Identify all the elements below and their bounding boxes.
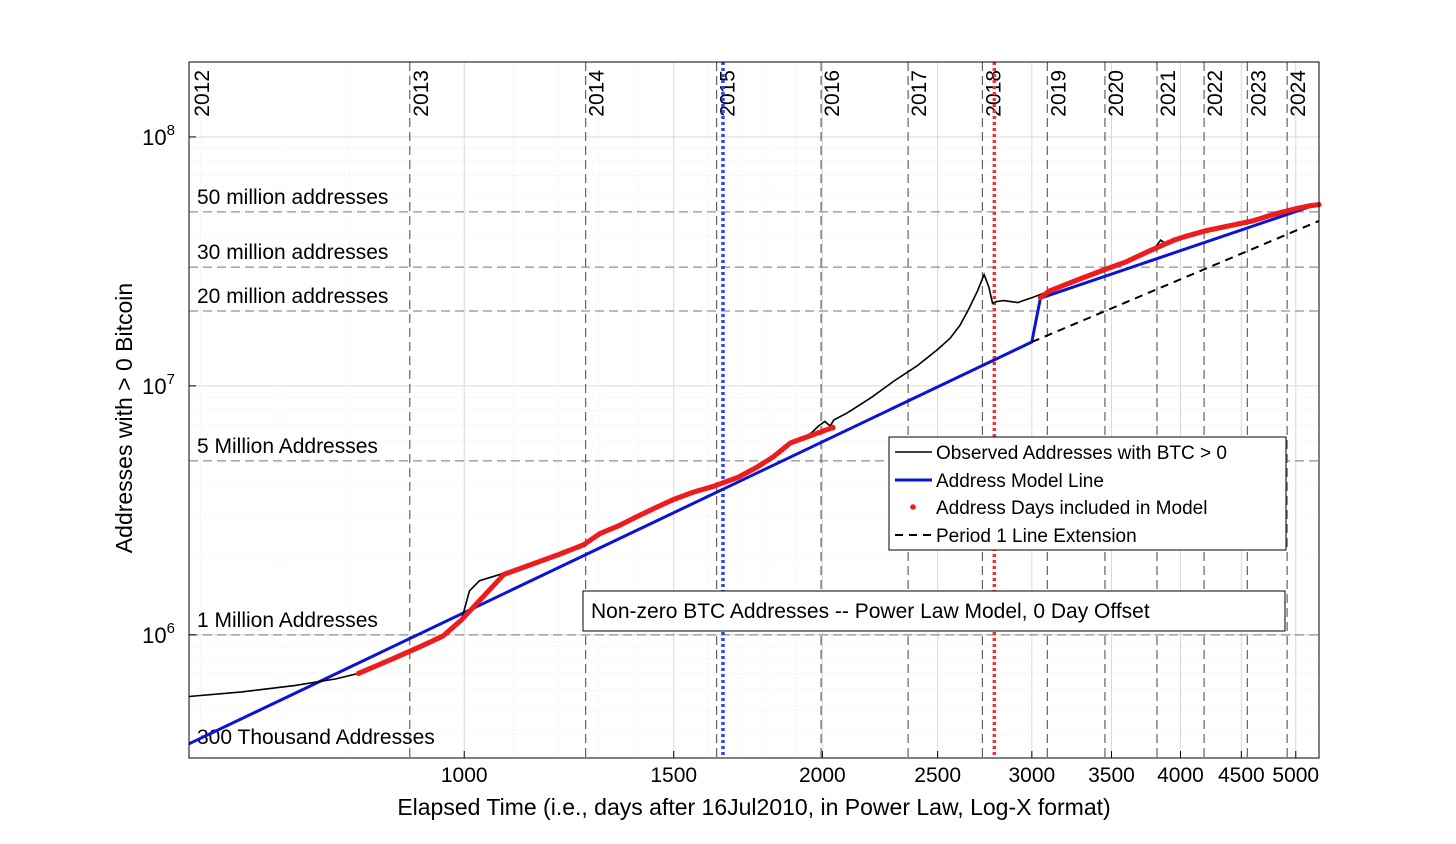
year-label: 2016 (821, 70, 844, 117)
level-label: 1 Million Addresses (197, 609, 378, 632)
model-dot (829, 424, 836, 431)
year-label: 2019 (1047, 70, 1070, 117)
level-label: 30 million addresses (197, 241, 388, 264)
year-label: 2013 (410, 70, 433, 117)
x-tick-label: 1500 (650, 764, 697, 787)
level-label: 300 Thousand Addresses (197, 726, 435, 749)
year-label: 2012 (191, 70, 214, 117)
level-label: 5 Million Addresses (197, 435, 378, 458)
x-tick-label: 4000 (1157, 764, 1204, 787)
series-line (1031, 219, 1320, 343)
legend-label: Address Days included in Model (936, 498, 1207, 519)
x-tick-label: 3000 (1008, 764, 1055, 787)
annotation: Non-zero BTC Addresses -- Power Law Mode… (582, 590, 1286, 632)
y-axis-label: Addresses with > 0 Bitcoin (111, 283, 137, 553)
x-axis-label: Elapsed Time (i.e., days after 16Jul2010… (397, 794, 1110, 820)
series-line (188, 202, 1320, 746)
grid (189, 61, 1319, 758)
y-tick-label: 106 (142, 620, 175, 648)
y-tick-label: 107 (142, 371, 175, 399)
legend-swatch (910, 504, 916, 510)
annotation-text: Non-zero BTC Addresses -- Power Law Mode… (591, 600, 1150, 623)
level-label: 50 million addresses (197, 186, 388, 209)
year-label: 2015 (717, 70, 740, 117)
year-label: 2024 (1287, 70, 1310, 117)
x-tick-label: 1000 (441, 764, 488, 787)
year-markers: 2012201320142015201620172018201920202021… (191, 62, 1310, 758)
axis-ticks: 1000 1500 2000 2500 3000 3500 4000 4500 5000 106 1… (142, 122, 1319, 787)
legend-box (888, 436, 1287, 551)
x-tick-label: 2000 (799, 764, 846, 787)
legend-label: Period 1 Line Extension (936, 526, 1137, 547)
series (188, 201, 1322, 746)
year-label: 2022 (1204, 70, 1227, 117)
year-label: 2014 (586, 70, 609, 117)
y-tick-label: 108 (142, 122, 175, 150)
x-tick-label: 2500 (914, 764, 961, 787)
year-label: 2020 (1105, 70, 1128, 117)
legend-label: Observed Addresses with BTC > 0 (936, 443, 1227, 464)
year-label: 2017 (908, 70, 931, 117)
x-tick-label: 3500 (1088, 764, 1135, 787)
year-label: 2021 (1157, 70, 1180, 117)
year-label: 2023 (1247, 70, 1270, 117)
x-tick-label: 4500 (1218, 764, 1265, 787)
legend-label: Address Model Line (936, 471, 1104, 492)
x-tick-label: 5000 (1272, 764, 1319, 787)
level-label: 20 million addresses (197, 285, 388, 308)
annotation-box (582, 590, 1286, 632)
vertical-markers (721, 62, 997, 758)
legend: Observed Addresses with BTC > 0 Address M… (888, 436, 1287, 551)
horizontal-levels: 50 million addresses 30 million addresses… (189, 186, 1319, 749)
plot-frame (188, 61, 1320, 759)
